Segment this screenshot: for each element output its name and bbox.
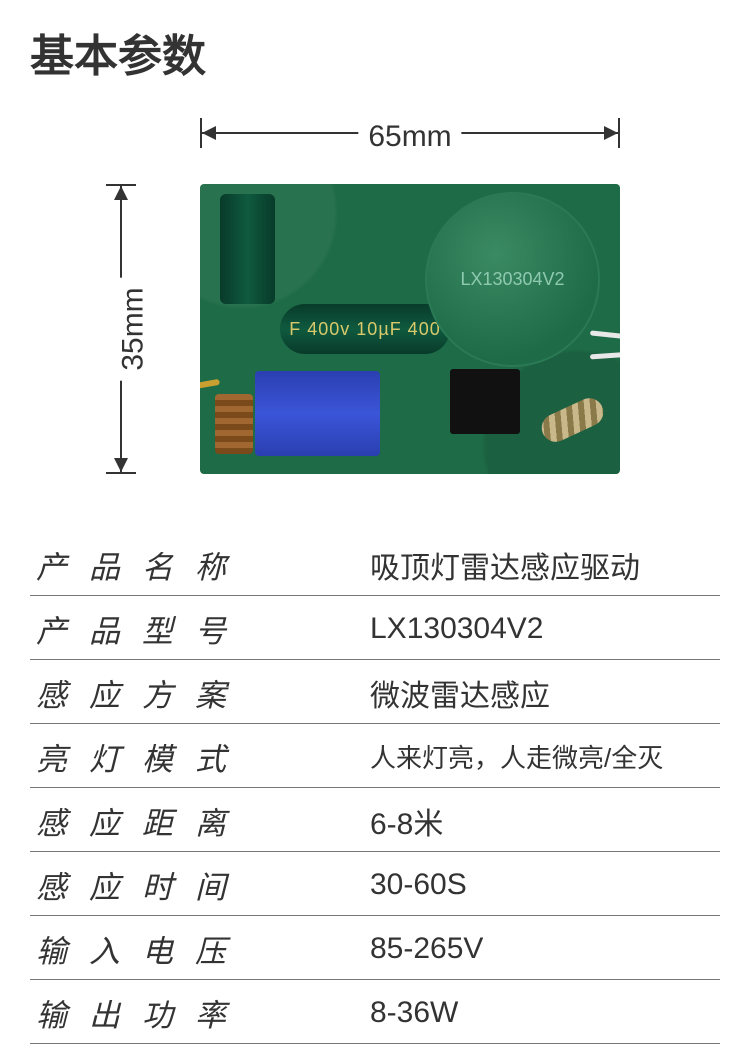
wire-icon bbox=[200, 379, 220, 395]
spec-label: 产品名称 bbox=[30, 542, 310, 587]
capacitor-icon: F 400v 10µF 400 bbox=[280, 304, 450, 354]
page-title: 基本参数 bbox=[30, 20, 720, 84]
spec-value: 人来灯亮，人走微亮/全灭 bbox=[310, 738, 720, 775]
spec-row: 输入电压85-265V bbox=[30, 916, 720, 980]
ic-chip-icon bbox=[450, 369, 520, 434]
pcb-illustration: F 400v 10µF 400 LX130304V2 bbox=[200, 184, 620, 474]
spec-label: 输出功率 bbox=[30, 990, 310, 1035]
spec-label: 感应方案 bbox=[30, 670, 310, 715]
spec-value: 吸顶灯雷达感应驱动 bbox=[310, 543, 720, 587]
spec-label: 输入电压 bbox=[30, 926, 310, 971]
transformer-icon bbox=[255, 371, 380, 456]
spec-row: 产品型号LX130304V2 bbox=[30, 596, 720, 660]
spec-row: 感应方案微波雷达感应 bbox=[30, 660, 720, 724]
coil-icon bbox=[215, 394, 253, 454]
dim-arrow bbox=[114, 458, 128, 472]
spec-label: 亮灯模式 bbox=[30, 734, 310, 779]
dim-arrow bbox=[114, 186, 128, 200]
capacitor-icon bbox=[220, 194, 275, 304]
spec-value: 8-36W bbox=[310, 996, 720, 1030]
spec-value: 85-265V bbox=[310, 932, 720, 966]
spec-row: 感应距离6-8米 bbox=[30, 788, 720, 852]
height-dimension: 35mm bbox=[60, 184, 150, 474]
dimension-diagram: 65mm 35mm F 400v 10µF 400 LX130304V2 bbox=[30, 94, 720, 504]
height-label: 35mm bbox=[117, 277, 151, 380]
wire-icon bbox=[590, 330, 620, 342]
radar-sensor-icon: LX130304V2 bbox=[425, 192, 600, 367]
spec-row: 输出功率8-36W bbox=[30, 980, 720, 1044]
spec-value: 6-8米 bbox=[310, 799, 720, 843]
spec-table: 产品名称吸顶灯雷达感应驱动产品型号LX130304V2感应方案微波雷达感应亮灯模… bbox=[30, 532, 720, 1044]
spec-value: 30-60S bbox=[310, 868, 720, 902]
spec-label: 感应时间 bbox=[30, 862, 310, 907]
width-label: 65mm bbox=[358, 120, 461, 154]
spec-row: 亮灯模式人来灯亮，人走微亮/全灭 bbox=[30, 724, 720, 788]
dim-arrow bbox=[202, 126, 216, 140]
resistor-icon bbox=[537, 394, 608, 447]
dim-arrow bbox=[604, 126, 618, 140]
width-dimension: 65mm bbox=[200, 94, 620, 164]
spec-row: 感应时间30-60S bbox=[30, 852, 720, 916]
spec-label: 产品型号 bbox=[30, 606, 310, 651]
spec-value: LX130304V2 bbox=[310, 612, 720, 646]
spec-value: 微波雷达感应 bbox=[310, 671, 720, 715]
spec-label: 感应距离 bbox=[30, 798, 310, 843]
wire-icon bbox=[590, 350, 620, 360]
spec-row: 产品名称吸顶灯雷达感应驱动 bbox=[30, 532, 720, 596]
